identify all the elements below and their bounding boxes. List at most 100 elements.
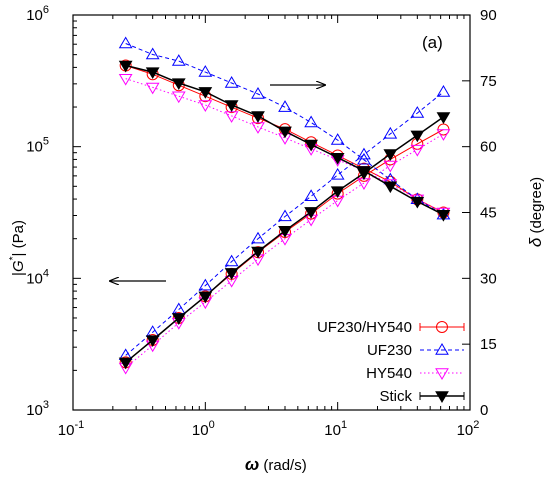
y-right-unit: (degree): [528, 177, 545, 238]
modulus-point: [198, 291, 213, 304]
phase-point: [198, 87, 213, 99]
phase-point: [198, 65, 213, 77]
modulus-point: [357, 147, 371, 160]
y-left-prefix: |: [10, 272, 27, 276]
phase-point: [357, 166, 371, 178]
phase-point: [145, 67, 160, 80]
phase-point: [198, 100, 213, 112]
modulus-point: [278, 209, 292, 222]
phase-point: [436, 209, 451, 222]
phase-point: [304, 139, 318, 152]
phase-point: [145, 47, 160, 60]
modulus-point: [118, 357, 133, 370]
modulus-point: [145, 335, 160, 348]
series-modulus-line: [125, 91, 444, 356]
y-axis-left-title: |G*| (Pa): [8, 220, 27, 276]
y-right-tick-label: 0: [480, 402, 488, 419]
phase-point: [171, 78, 186, 91]
y-left-tick-label: 105: [26, 136, 49, 156]
modulus-point: [357, 178, 371, 190]
modulus-point: [278, 226, 292, 238]
modulus-point: [224, 254, 239, 267]
phase-point: [278, 100, 292, 112]
phase-point: [251, 87, 265, 99]
phase-point: [304, 115, 318, 128]
x-tick-label: 10-1: [58, 419, 84, 439]
y-right-tick-label: 60: [480, 139, 497, 156]
legend-item: UF230/HY540: [317, 319, 465, 336]
series-uf230: [118, 36, 451, 361]
modulus-point: [304, 189, 318, 201]
series-modulus-line: [125, 133, 444, 368]
legend-item: UF230: [367, 342, 464, 359]
modulus-point: [383, 149, 398, 161]
phase-point: [357, 152, 371, 165]
y-right-tick-label: 30: [480, 270, 497, 287]
y-left-tick-label: 104: [26, 267, 49, 287]
legend-label: UF230: [367, 342, 412, 359]
legend-marker: [435, 368, 449, 380]
phase-point: [330, 133, 345, 145]
annotation-arrows: [110, 85, 325, 281]
legend-label: HY540: [366, 365, 412, 382]
series-phase-line: [125, 64, 444, 216]
legend-item: HY540: [366, 365, 464, 382]
x-axis-symbol: ω: [245, 455, 259, 474]
series-phase-line: [125, 43, 444, 216]
x-tick-label: 100: [192, 419, 215, 439]
y-right-tick-label: 45: [480, 205, 497, 222]
phase-point: [251, 111, 265, 123]
phase-point: [145, 82, 160, 95]
phase-point: [118, 73, 133, 86]
series-phase-line: [125, 78, 444, 213]
modulus-point: [330, 167, 345, 180]
y-right-tick-label: 15: [480, 336, 497, 353]
y-left-tick-label: 106: [26, 4, 49, 24]
modulus-point: [224, 268, 239, 280]
series-stick: [118, 60, 451, 370]
phase-point: [224, 100, 239, 112]
phase-point: [251, 122, 265, 134]
modulus-point: [330, 186, 345, 199]
legend-marker: [436, 321, 448, 333]
modulus-point: [410, 130, 425, 143]
modulus-point: [251, 246, 265, 259]
series-layer: [118, 36, 451, 375]
y-axis-right-title: δ (degree): [526, 177, 545, 247]
phase-point: [171, 91, 186, 104]
y-right-symbol: δ: [526, 237, 545, 247]
legend-marker: [435, 391, 449, 403]
modulus-point: [436, 85, 451, 97]
phase-point: [118, 36, 133, 49]
modulus-point: [436, 112, 451, 124]
x-tick-label: 101: [324, 419, 347, 439]
phase-point: [330, 152, 345, 165]
phase-point: [383, 181, 398, 194]
modulus-point: [383, 160, 398, 173]
phase-point: [171, 54, 186, 66]
legend-label: UF230/HY540: [317, 319, 412, 336]
y-left-tick-label: 103: [26, 399, 49, 419]
y-left-symbol: G: [10, 260, 27, 272]
x-axis-title: ω (rad/s): [245, 455, 307, 474]
axis-ticks: 10-1 100 101 102 103 104 105 106 0 15 30 45 60 75 90: [26, 4, 497, 439]
phase-point: [224, 111, 239, 123]
modulus-point: [171, 313, 186, 325]
x-axis-unit: (rad/s): [259, 457, 307, 474]
modulus-point: [436, 129, 451, 141]
modulus-point: [383, 126, 398, 139]
phase-point: [118, 60, 133, 73]
y-left-suffix: | (Pa): [10, 220, 27, 256]
modulus-point: [410, 144, 425, 157]
x-tick-label: 102: [457, 419, 480, 439]
y-left-sup: *: [8, 256, 19, 260]
phase-point: [410, 196, 425, 209]
legend-marker: [435, 343, 449, 355]
y-right-tick-label: 90: [480, 7, 497, 24]
modulus-point: [410, 106, 425, 118]
phase-point: [224, 76, 239, 88]
modulus-point: [198, 278, 213, 291]
legend-label: Stick: [379, 388, 412, 405]
modulus-point: [251, 231, 265, 244]
